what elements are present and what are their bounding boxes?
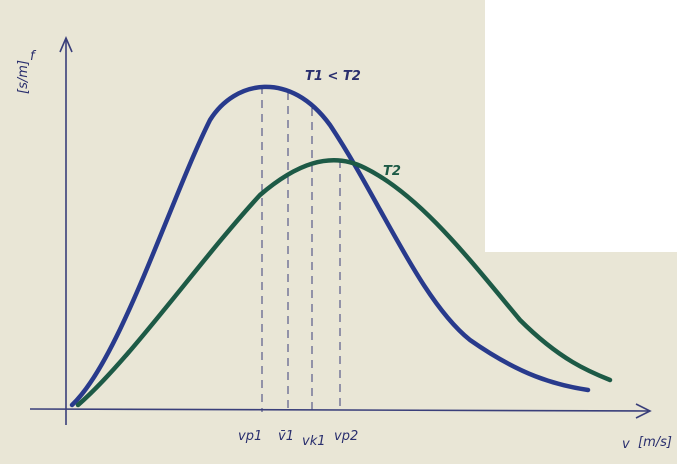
curve-label-t2: T2 <box>383 164 401 179</box>
y-label: f <box>30 49 37 64</box>
x-arrow <box>635 403 652 419</box>
x-axis <box>29 408 651 412</box>
x-unit: [m/s] <box>638 435 672 450</box>
marker-label: vk1 <box>302 434 326 449</box>
guides <box>261 86 341 412</box>
y-unit: [s/m] <box>16 60 31 94</box>
y-arrow <box>59 35 73 53</box>
axes <box>29 35 652 425</box>
marker-label: vp2 <box>334 429 358 444</box>
white-patch <box>485 0 677 252</box>
curve-t2 <box>75 158 613 408</box>
curve-label-t1: T1 < T2 <box>305 69 361 84</box>
marker-label: vp1 <box>238 429 262 444</box>
x-label: v <box>622 437 630 452</box>
marker-label: v̄1 <box>278 429 294 444</box>
curve-t1 <box>69 84 591 408</box>
